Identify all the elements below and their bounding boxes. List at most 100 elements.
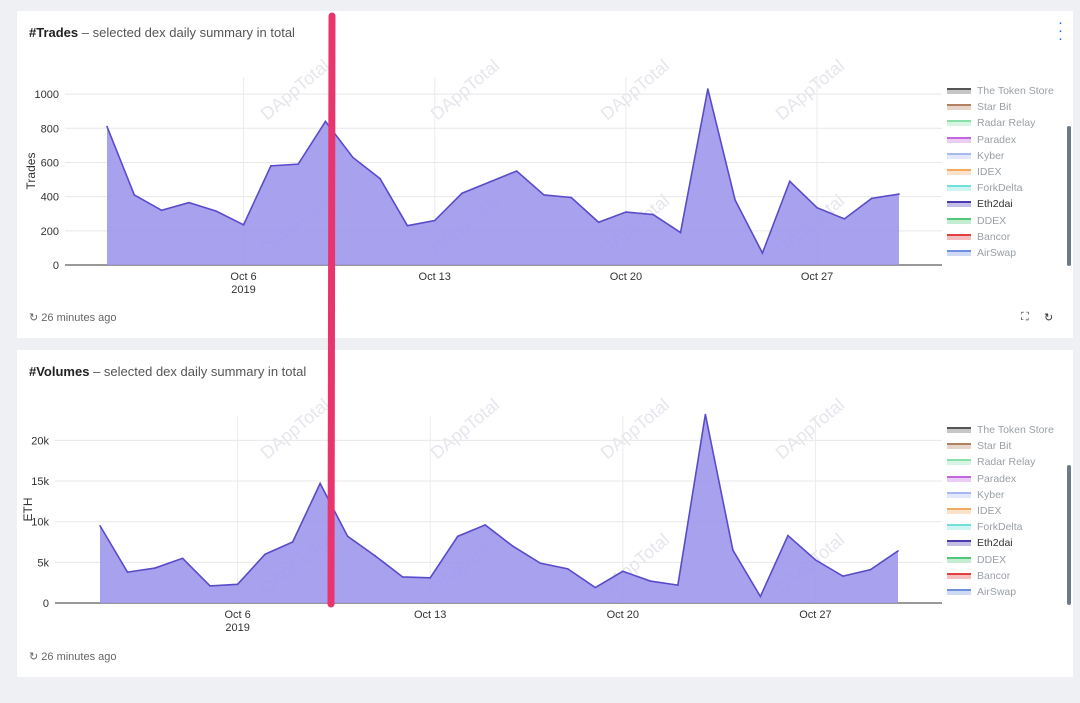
more-menu-icon[interactable]: · · · [1058, 14, 1063, 47]
watermark-text: DAppTotal [597, 394, 673, 463]
watermark-text: DAppTotal [427, 55, 503, 124]
data-point [160, 209, 163, 212]
x-tick-sublabel: 2019 [225, 622, 249, 634]
legend-swatch [947, 572, 971, 579]
legend-item-eth2dai[interactable]: Eth2dai [947, 537, 1054, 553]
legend-swatch [947, 507, 971, 514]
volumes-chart: DAppTotal DAppTotal DAppTotal DAppTotalDApp… [21, 394, 942, 634]
x-tick-label: Oct 27 [801, 271, 833, 283]
legend-item-the-token-store[interactable]: The Token Store [947, 424, 1054, 440]
legend-item-airswap[interactable]: AirSwap [947, 247, 1054, 263]
legend-swatch [947, 556, 971, 563]
series-line-eth2dai [106, 88, 900, 255]
data-point [761, 252, 764, 254]
legend-scrollbar[interactable] [1067, 465, 1071, 605]
volumes-title: #Volumes – selected dex daily summary in… [29, 364, 307, 379]
legend-swatch [947, 152, 971, 159]
data-point [346, 535, 349, 538]
data-point [869, 568, 872, 571]
legend-swatch [947, 217, 971, 224]
legend-label: ForkDelta [977, 182, 1023, 195]
legend-label: The Token Store [977, 85, 1054, 97]
watermark-text: DAppTotal [257, 394, 333, 463]
trades-title-desc: selected dex daily summary in total [92, 25, 295, 40]
legend-item-radar-relay[interactable]: Radar Relay [947, 456, 1054, 472]
legend-swatch [947, 427, 971, 433]
legend-label: ForkDelta [977, 521, 1023, 534]
trades-legend: The Token Store Star Bit Radar Relay Parade… [947, 85, 1054, 263]
legend-item-paradex[interactable]: Paradex [947, 473, 1054, 489]
legend-swatch [947, 201, 971, 208]
legend-item-ddex[interactable]: DDEX [947, 554, 1054, 570]
data-point [433, 219, 436, 222]
legend-item-idex[interactable]: IDEX [947, 505, 1054, 521]
legend-swatch [947, 524, 971, 531]
legend-item-radar-relay[interactable]: Radar Relay [947, 117, 1054, 133]
legend-swatch [947, 249, 971, 256]
legend-item-forkdelta[interactable]: ForkDelta [947, 182, 1054, 198]
fullscreen-icon[interactable]: ⛶ [1021, 311, 1029, 323]
data-point [188, 201, 190, 204]
y-tick-label: 1000 [35, 89, 59, 101]
y-tick-label: 0 [43, 598, 49, 610]
legend-item-airswap[interactable]: AirSwap [947, 586, 1054, 602]
watermark-text: DAppTotal [597, 55, 673, 124]
legend-label: Bancor [977, 230, 1011, 243]
legend-item-bancor[interactable]: Bancor [947, 570, 1054, 586]
legend-label: AirSwap [977, 246, 1017, 259]
legend-item-paradex[interactable]: Paradex [947, 134, 1054, 150]
refresh-small-icon: ↻ [29, 651, 39, 663]
y-tick-label: 600 [41, 157, 59, 169]
data-point [870, 197, 873, 200]
data-point [570, 196, 573, 199]
data-point [488, 181, 491, 183]
refresh-icon[interactable]: ↻ [1044, 312, 1054, 324]
y-tick-label: 15k [31, 476, 49, 488]
data-point [374, 555, 376, 557]
legend-item-ddex[interactable]: DDEX [947, 215, 1054, 231]
data-point [106, 125, 108, 128]
legend-label: Eth2dai [977, 198, 1013, 211]
legend-item-eth2dai[interactable]: Eth2dai [947, 198, 1054, 214]
volumes-title-bold: #Volumes [29, 364, 90, 379]
y-tick-label: 10k [31, 517, 49, 529]
data-point [270, 165, 272, 167]
watermark-text: DAppTotal [772, 394, 848, 463]
data-point [622, 570, 624, 573]
data-point [543, 194, 545, 196]
data-point [842, 575, 844, 577]
data-point [406, 224, 409, 227]
legend-item-star-bit[interactable]: Star Bit [947, 101, 1054, 117]
x-tick-sublabel: 2019 [231, 284, 255, 296]
y-tick-label: 20k [31, 435, 49, 447]
data-point [897, 550, 899, 552]
data-point [732, 549, 734, 551]
data-point [816, 206, 818, 209]
x-tick-label: Oct 13 [414, 609, 446, 621]
legend-swatch [947, 120, 971, 127]
watermark-text: DAppTotal [257, 55, 333, 124]
data-point [461, 192, 463, 195]
y-tick-label: 0 [53, 260, 59, 272]
legend-label: DDEX [977, 553, 1007, 566]
volumes-title-desc: selected dex daily summary in total [103, 364, 307, 379]
series-line-eth2dai [99, 414, 899, 599]
legend-label: DDEX [977, 214, 1007, 227]
legend-item-star-bit[interactable]: Star Bit [947, 440, 1054, 456]
legend-item-idex[interactable]: IDEX [947, 166, 1054, 182]
data-point [625, 211, 627, 213]
legend-item-the-token-store[interactable]: The Token Store [947, 85, 1054, 101]
volumes-updated: ↻ 26 minutes ago [29, 651, 117, 663]
data-point [515, 170, 518, 172]
legend-swatch [947, 443, 971, 450]
data-point [133, 194, 136, 196]
data-point [264, 553, 266, 556]
data-point [215, 210, 218, 212]
legend-label: Kyber [977, 149, 1005, 162]
legend-item-forkdelta[interactable]: ForkDelta [947, 521, 1054, 537]
legend-item-kyber[interactable]: Kyber [947, 489, 1054, 505]
legend-item-kyber[interactable]: Kyber [947, 150, 1054, 166]
data-point [566, 568, 569, 570]
legend-item-bancor[interactable]: Bancor [947, 231, 1054, 247]
legend-scrollbar[interactable] [1067, 126, 1071, 266]
